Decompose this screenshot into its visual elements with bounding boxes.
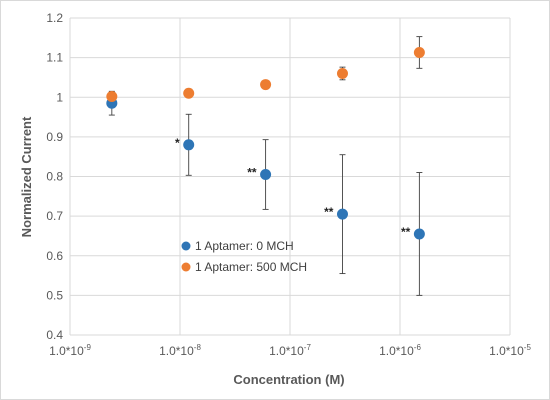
y-tick-label: 1.1 [46,51,63,65]
y-tick-label: 1.2 [46,11,63,25]
y-tick-label: 0.4 [46,328,63,342]
significance-marker: * [175,136,180,150]
y-tick-label: 0.8 [46,170,63,184]
significance-marker: ** [247,166,257,180]
y-tick-label: 0.7 [46,209,63,223]
significance-marker: ** [401,225,411,239]
y-axis-ticks: 0.4 0.5 0.6 0.7 0.8 0.9 1 1.1 1.2 [46,11,63,342]
data-point [413,46,425,58]
y-tick-label: 0.5 [46,288,63,302]
x-tick-label: 1.0*10-7 [269,343,311,358]
x-tick-label: 1.0*10-8 [159,343,201,358]
x-tick-label: 1.0*10-5 [489,343,531,358]
legend-label: 1 Aptamer: 500 MCH [195,260,307,274]
y-tick-label: 0.6 [46,249,63,263]
data-points [106,46,425,240]
significance-marker: ** [324,205,334,219]
data-point [106,90,118,102]
x-tick-label: 1.0*10-6 [379,343,421,358]
data-point [183,87,195,99]
error-bars [108,36,423,296]
data-point [260,79,272,91]
legend-marker [181,241,191,251]
data-point [260,169,272,181]
data-point [183,139,195,151]
x-tick-label: 1.0*10-9 [49,343,91,358]
data-point [413,228,425,240]
legend: 1 Aptamer: 0 MCH 1 Aptamer: 500 MCH [181,239,307,274]
significance-annotations: ******* [175,136,411,239]
x-axis-title: Concentration (M) [233,372,344,387]
y-tick-label: 1 [56,90,63,104]
legend-marker [181,262,191,272]
x-axis-ticks: 1.0*10-9 1.0*10-8 1.0*10-7 1.0*10-6 1.0*10-5 [49,343,531,358]
y-axis-title: Normalized Current [19,116,34,237]
y-tick-label: 0.9 [46,130,63,144]
data-point [336,67,348,79]
gridlines [69,17,511,336]
legend-label: 1 Aptamer: 0 MCH [195,239,294,253]
data-point [336,208,348,220]
